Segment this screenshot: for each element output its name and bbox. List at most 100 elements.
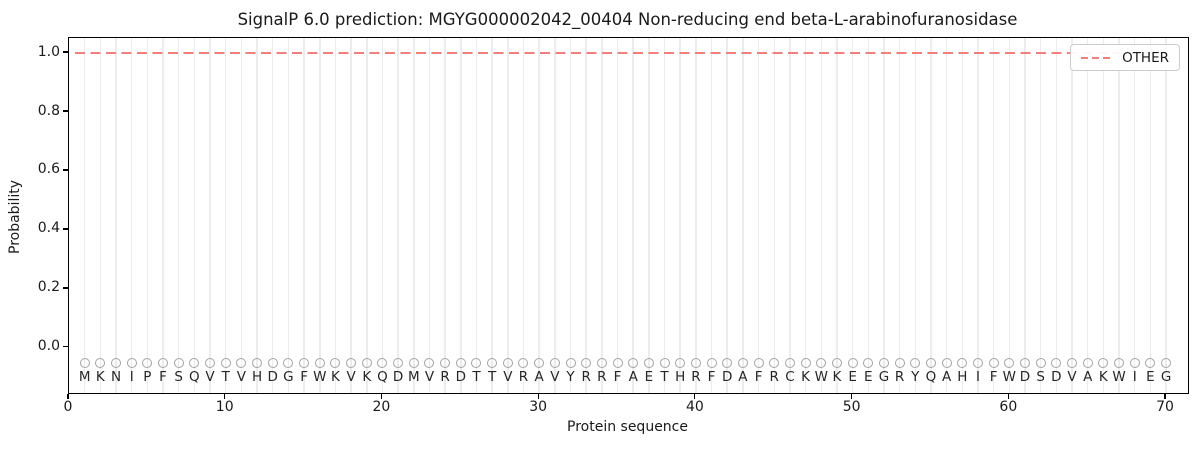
open-circle-marker: [1114, 357, 1125, 368]
open-circle-marker: [769, 357, 780, 368]
gridline: [271, 38, 274, 393]
y-tick-label: 0.2: [37, 279, 60, 296]
residue-letter: A: [628, 369, 638, 386]
gridline: [460, 38, 462, 393]
open-circle-marker: [236, 357, 247, 368]
open-circle-marker: [690, 357, 701, 368]
residue-letter: V: [346, 369, 356, 386]
x-tick-mark: [224, 393, 226, 399]
gridline: [1008, 38, 1011, 393]
residue-letter: F: [707, 369, 716, 386]
residue-letter: P: [143, 369, 152, 386]
gridline: [804, 38, 807, 393]
y-axis-label-text: Probability: [7, 179, 23, 255]
residue-letter: R: [518, 369, 529, 386]
gridline: [130, 38, 133, 393]
y-tick-label: 0.6: [37, 161, 60, 178]
open-circle-marker: [659, 357, 670, 368]
residue-letter: D: [455, 369, 466, 386]
gridline: [287, 38, 290, 393]
open-circle-marker: [205, 357, 216, 368]
gridline: [193, 38, 196, 393]
x-tick-mark: [537, 393, 539, 399]
gridline: [413, 38, 415, 393]
residue-letter: V: [236, 369, 247, 386]
open-circle-marker: [314, 357, 325, 368]
y-tick-mark: [63, 287, 68, 289]
gridline: [491, 38, 493, 393]
open-circle-marker: [675, 357, 686, 368]
residue-letter: R: [894, 369, 905, 386]
gridline: [538, 38, 540, 393]
open-circle-marker: [111, 357, 122, 368]
chart-title: SignalP 6.0 prediction: MGYG000002042_00…: [237, 10, 1018, 29]
residue-letter: F: [989, 369, 998, 386]
residue-letter: D: [722, 369, 733, 386]
gridline: [992, 38, 995, 393]
gridline: [177, 38, 180, 393]
residue-letter: H: [957, 369, 968, 386]
open-circle-marker: [831, 357, 842, 368]
gridline: [977, 38, 979, 393]
residue-letter: R: [691, 369, 701, 386]
x-axis-label: Protein sequence: [567, 419, 688, 435]
gridline: [115, 38, 117, 393]
y-tick-mark: [63, 51, 68, 53]
x-tick-label: 60: [999, 399, 1018, 415]
open-circle-marker: [753, 357, 764, 368]
open-circle-marker: [737, 357, 748, 368]
residue-letter: Y: [911, 369, 920, 386]
open-circle-marker: [894, 357, 905, 368]
residue-letter: W: [1002, 369, 1017, 386]
gridline: [1024, 38, 1026, 393]
open-circle-marker: [565, 357, 576, 368]
gridline: [366, 38, 368, 393]
residue-letter: W: [313, 369, 327, 386]
gridline: [585, 38, 587, 393]
residue-letter: F: [300, 369, 308, 386]
open-circle-marker: [1082, 357, 1093, 368]
residue-letter: F: [613, 369, 622, 386]
residue-letter: E: [644, 369, 654, 386]
gridline: [663, 38, 666, 393]
gridline: [695, 38, 697, 393]
x-tick-label: 20: [372, 399, 391, 415]
legend-label-other: OTHER: [1122, 49, 1169, 66]
residue-letter: Y: [566, 369, 575, 386]
gridline: [930, 38, 932, 393]
gridline: [757, 38, 760, 393]
open-circle-marker: [158, 357, 169, 368]
open-circle-marker: [173, 357, 184, 368]
open-circle-marker: [1035, 357, 1046, 368]
open-circle-marker: [283, 357, 294, 368]
residue-letter: R: [769, 369, 779, 386]
residue-letter: G: [283, 369, 294, 386]
residue-letter: K: [801, 369, 811, 386]
gridline: [1118, 38, 1120, 393]
gridline: [836, 38, 838, 393]
open-circle-marker: [784, 357, 795, 368]
residue-letter: S: [1036, 369, 1045, 386]
residue-letter: V: [1067, 369, 1077, 386]
residue-letter: Q: [377, 369, 388, 386]
open-circle-marker: [1051, 357, 1062, 368]
y-tick-mark: [63, 346, 68, 348]
open-circle-marker: [346, 357, 357, 368]
gridline: [240, 38, 243, 393]
residue-letter: H: [251, 369, 263, 386]
residue-letter: Q: [189, 369, 200, 386]
residue-letter: T: [472, 369, 481, 386]
gridline: [83, 38, 86, 393]
open-circle-marker: [455, 357, 466, 368]
gridline: [99, 38, 102, 393]
residue-letter: T: [660, 369, 669, 386]
legend: OTHER: [1070, 44, 1180, 71]
y-tick-label: 0.4: [37, 220, 60, 237]
residue-letter: I: [1132, 369, 1137, 386]
open-circle-marker: [941, 357, 952, 368]
residue-letter: R: [440, 369, 450, 386]
residue-letter: F: [159, 369, 167, 386]
residue-letter: K: [1098, 369, 1108, 386]
residue-letter: T: [221, 369, 230, 386]
